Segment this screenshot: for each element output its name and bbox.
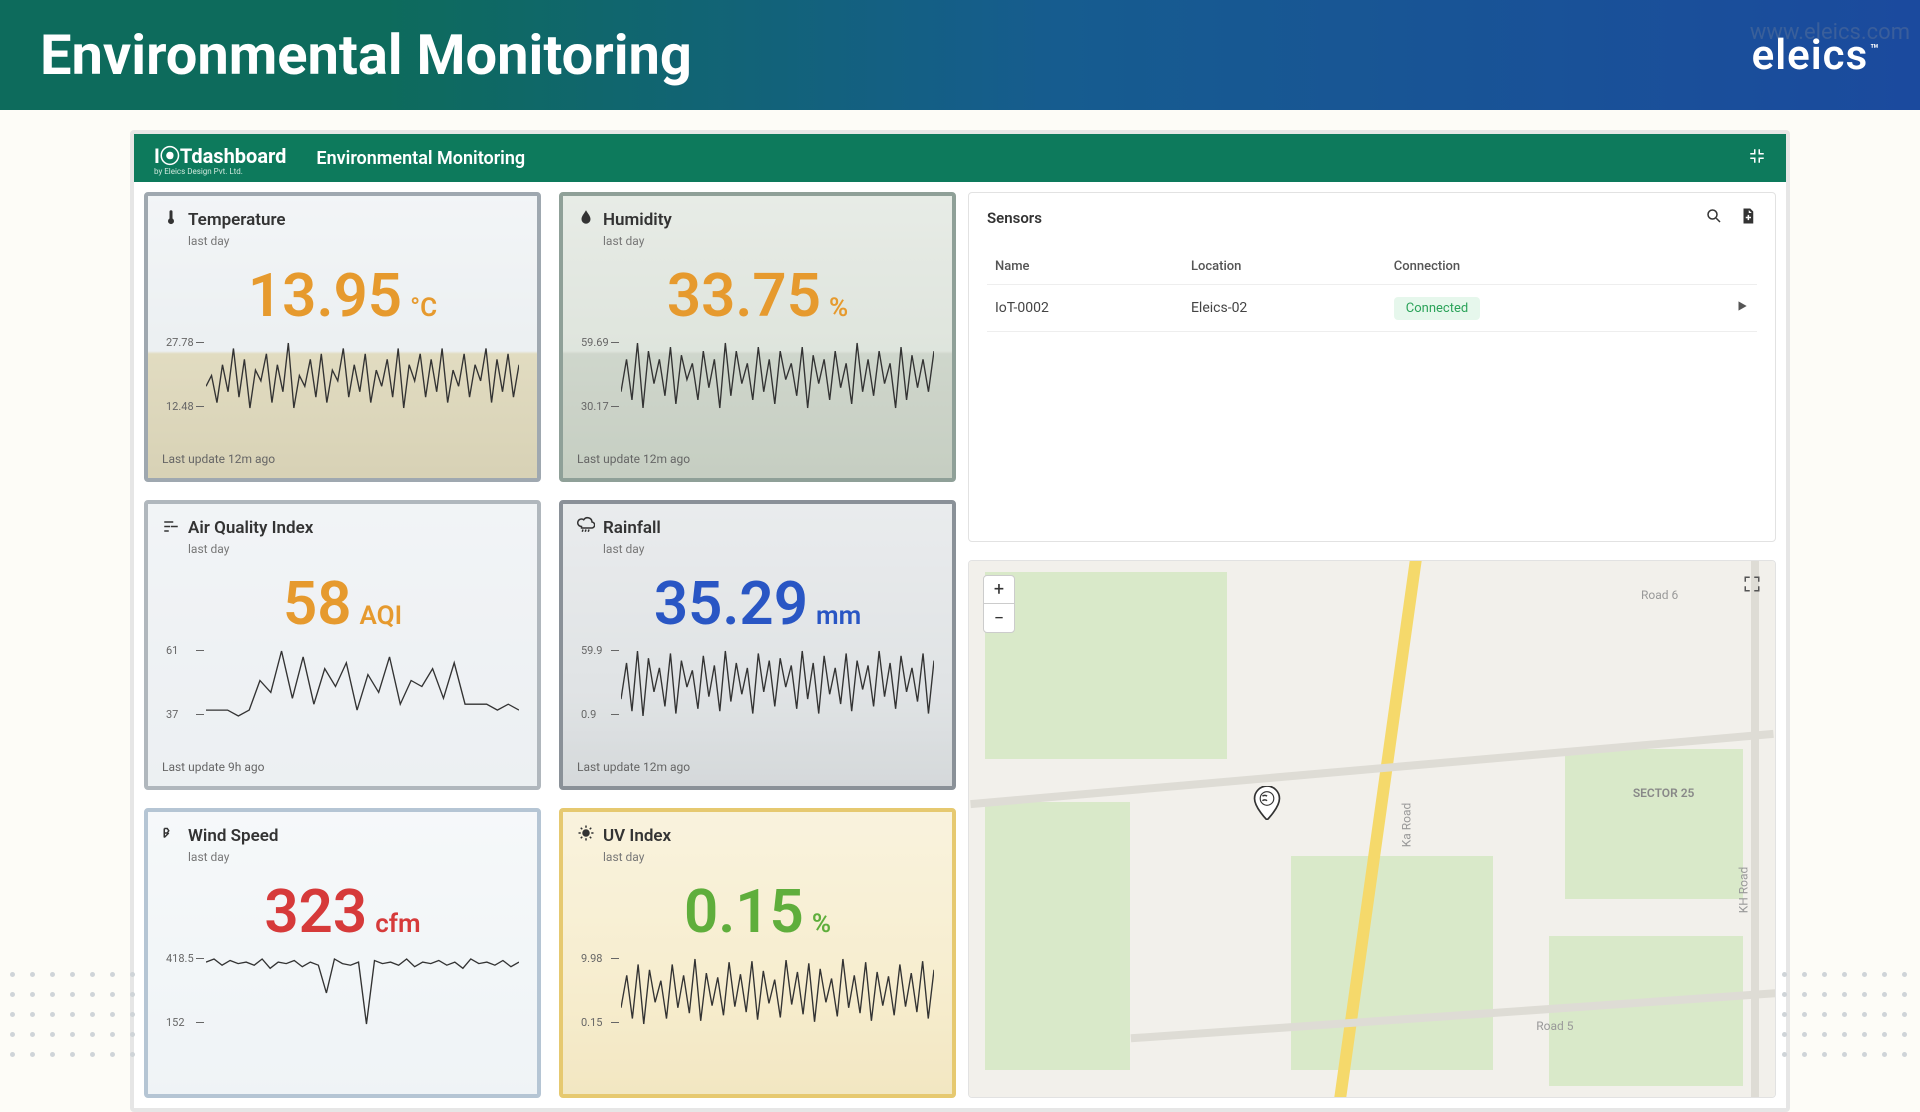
humidity-icon [577,208,595,231]
sensors-column-header: Name [987,249,1183,285]
card-update-time: Last update 12m ago [577,452,938,466]
card-unit: % [812,909,831,939]
rainfall-icon [577,516,595,539]
sensors-table: NameLocationConnection IoT-0002 Eleics-0… [987,249,1757,332]
card-header: Air Quality Index [162,516,523,539]
sparkline-chart: 61 37 [166,646,519,760]
wind-icon [162,824,180,847]
card-period: last day [603,850,938,864]
card-value: 323 [264,882,367,942]
card-value: 13.95 [248,266,402,326]
add-document-icon[interactable] [1739,207,1757,229]
card-period: last day [188,850,523,864]
card-header: Rainfall [577,516,938,539]
map-sector-label: SECTOR 25 [1633,786,1695,800]
dashboard-body: Temperature last day 13.95 °C 27.78 12.4… [134,182,1786,1108]
map-road-label: KH Road [1737,866,1751,913]
map-road-label: Ka Road [1399,803,1413,848]
card-unit: °C [410,293,437,323]
sensors-title: Sensors [987,209,1042,227]
card-update-time: Last update 12m ago [162,452,523,466]
dashboard-frame: I⦿Tdashboard by Eleics Design Pvt. Ltd. … [130,130,1790,1112]
connection-badge: Connected [1394,297,1480,320]
card-period: last day [603,234,938,248]
card-period: last day [603,542,938,556]
metric-card-rainfall[interactable]: Rainfall last day 35.29 mm 59.9 0.9 Last… [559,500,956,790]
card-header: Wind Speed [162,824,523,847]
slide-header: Environmental Monitoring eleics™ [0,0,1920,110]
zoom-out-button[interactable]: − [984,604,1014,632]
sensor-location: Eleics-02 [1183,285,1386,332]
card-value: 0.15 [684,882,804,942]
card-value: 33.75 [667,266,821,326]
uv-icon [577,824,595,847]
search-icon[interactable] [1705,207,1723,229]
metric-cards-grid: Temperature last day 13.95 °C 27.78 12.4… [144,192,956,1098]
card-unit: AQI [360,601,403,631]
metric-card-humidity[interactable]: Humidity last day 33.75 % 59.69 30.17 La… [559,192,956,482]
map-panel[interactable]: Road 6 Ka Road Road 5 KH Road SECTOR 25 … [968,560,1776,1098]
sparkline-chart: 59.9 0.9 [581,646,934,760]
card-header: Temperature [162,208,523,231]
card-update-time: Last update 9h ago [162,760,523,774]
card-title: Rainfall [603,518,661,538]
card-unit: cfm [375,909,420,939]
zoom-in-button[interactable]: + [984,576,1014,604]
card-value: 35.29 [654,574,808,634]
metric-card-temperature[interactable]: Temperature last day 13.95 °C 27.78 12.4… [144,192,541,482]
metric-card-uv[interactable]: UV Index last day 0.15 % 9.98 0.15 [559,808,956,1098]
card-title: Temperature [188,210,286,230]
card-value: 58 [283,574,352,634]
collapse-icon[interactable] [1748,147,1766,169]
card-header: Humidity [577,208,938,231]
decorative-dots [1782,972,1910,1060]
card-title: Humidity [603,210,672,230]
card-header: UV Index [577,824,938,847]
sensor-row[interactable]: IoT-0002 Eleics-02 Connected [987,285,1757,332]
play-icon[interactable] [1735,301,1749,317]
sensors-column-header: Location [1183,249,1386,285]
sparkline-chart: 418.5 152 [166,954,519,1082]
dashboard-topbar: I⦿Tdashboard by Eleics Design Pvt. Ltd. … [134,134,1786,182]
sensors-column-header: Connection [1386,249,1673,285]
fullscreen-icon[interactable] [1743,575,1761,597]
map-zoom-controls: + − [983,575,1015,633]
card-title: UV Index [603,826,671,846]
metric-card-wind[interactable]: Wind Speed last day 323 cfm 418.5 152 [144,808,541,1098]
card-period: last day [188,234,523,248]
dashboard-logo: I⦿Tdashboard by Eleics Design Pvt. Ltd. [154,140,286,176]
sensors-panel: Sensors NameLocationConnection IoT-0002 … [968,192,1776,542]
slide-title: Environmental Monitoring [40,22,692,88]
sparkline-chart: 59.69 30.17 [581,338,934,452]
right-column: Sensors NameLocationConnection IoT-0002 … [968,192,1776,1098]
dashboard-section-title: Environmental Monitoring [316,148,525,169]
card-title: Air Quality Index [188,518,313,538]
card-unit: % [829,293,848,323]
metric-card-aqi[interactable]: Air Quality Index last day 58 AQI 61 37 … [144,500,541,790]
map-pin-icon[interactable] [1253,786,1281,824]
card-title: Wind Speed [188,826,278,846]
sensor-name: IoT-0002 [987,285,1183,332]
sparkline-chart: 9.98 0.15 [581,954,934,1082]
card-period: last day [188,542,523,556]
map-road-label: Road 6 [1641,588,1678,602]
sparkline-chart: 27.78 12.48 [166,338,519,452]
card-unit: mm [816,601,861,631]
card-update-time: Last update 12m ago [577,760,938,774]
temperature-icon [162,208,180,231]
map-road-label: Road 5 [1536,1019,1573,1033]
aqi-icon [162,516,180,539]
decorative-dots [10,972,138,1060]
